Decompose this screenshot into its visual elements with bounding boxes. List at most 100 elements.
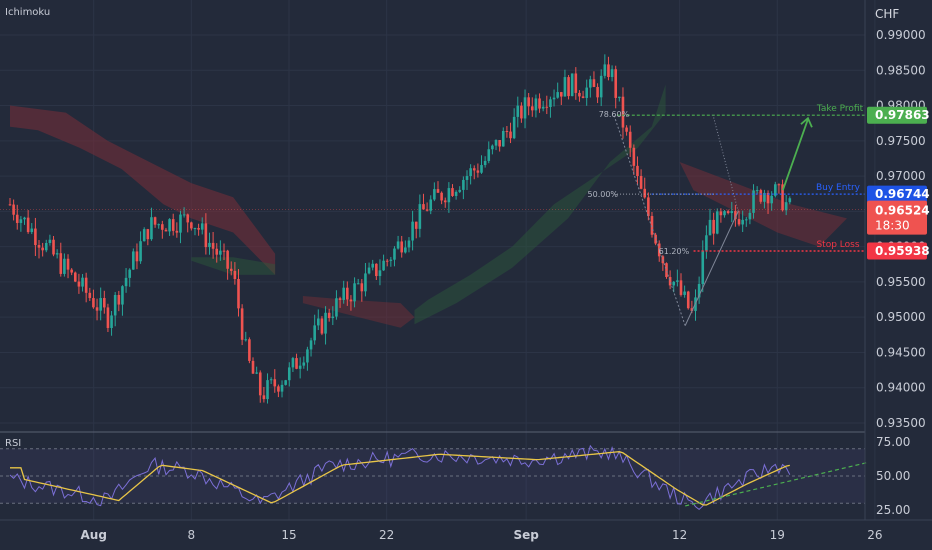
rsi-tick-label: 25.00 xyxy=(876,503,910,517)
candle-up xyxy=(55,253,59,255)
ichimoku-cloud xyxy=(10,84,847,328)
candle-down xyxy=(414,221,418,229)
fib-percent-label: 61.20% xyxy=(659,247,690,256)
candle-down xyxy=(592,79,596,87)
candle-down xyxy=(440,192,443,201)
candle-up xyxy=(462,179,465,190)
candle-up xyxy=(316,318,320,326)
candle-up xyxy=(389,259,393,261)
candle-up xyxy=(182,214,186,216)
candle-up xyxy=(407,240,411,248)
candle-down xyxy=(607,64,610,78)
trade-setup-overlay: Take Profit Buy Entry Stop Loss 78.60% 50.00… xyxy=(0,104,865,326)
candle-up xyxy=(491,145,494,150)
candle-down xyxy=(66,258,70,270)
candle-down xyxy=(273,379,277,387)
candle-up xyxy=(744,219,748,221)
candle-down xyxy=(509,131,512,139)
date-tick-label: 22 xyxy=(379,528,394,542)
candle-down xyxy=(538,98,541,109)
candle-up xyxy=(382,260,385,271)
candle-up xyxy=(494,140,498,146)
candle-up xyxy=(465,176,469,180)
candle-up xyxy=(701,250,705,284)
target-arrow-head xyxy=(800,116,813,128)
candle-up xyxy=(298,365,302,369)
rsi-axis[interactable]: 75.00 50.00 25.00 xyxy=(876,435,910,517)
candle-up xyxy=(676,280,679,282)
candle-down xyxy=(451,188,454,196)
fib-swing-line xyxy=(613,115,686,326)
candle-down xyxy=(719,211,723,216)
candle-down xyxy=(295,358,298,369)
candle-down xyxy=(385,260,389,262)
fib-leg-line xyxy=(684,211,739,326)
candle-down xyxy=(498,140,501,147)
candle-down xyxy=(41,247,44,251)
candles-series xyxy=(8,54,792,404)
cloud-band xyxy=(191,257,276,275)
candle-up xyxy=(697,283,701,298)
candle-up xyxy=(142,229,146,242)
rsi-tick-label: 50.00 xyxy=(876,469,910,483)
candle-up xyxy=(99,298,102,311)
candle-up xyxy=(287,367,291,381)
candle-down xyxy=(545,106,549,108)
candle-up xyxy=(19,219,23,223)
candle-up xyxy=(404,247,407,253)
candle-up xyxy=(168,219,171,232)
level-label: Take Profit xyxy=(816,104,864,114)
candle-up xyxy=(269,379,273,381)
candle-up xyxy=(364,273,367,292)
candle-up xyxy=(378,270,382,277)
candle-up xyxy=(487,149,491,161)
candle-up xyxy=(139,241,142,262)
cloud-band xyxy=(10,105,276,275)
candle-up xyxy=(353,283,356,302)
candle-down xyxy=(34,228,37,246)
candle-up xyxy=(534,98,538,111)
target-arrow[interactable] xyxy=(781,118,809,191)
candle-up xyxy=(324,312,327,334)
candle-down xyxy=(737,219,741,225)
candle-up xyxy=(48,239,52,243)
candle-down xyxy=(527,97,530,107)
candle-up xyxy=(331,316,335,319)
candle-down xyxy=(248,339,251,361)
candle-down xyxy=(258,372,262,396)
candle-down xyxy=(346,287,349,300)
candle-up xyxy=(433,189,436,200)
candle-down xyxy=(422,204,425,210)
candle-down xyxy=(211,242,215,249)
price-tick-label: 0.94000 xyxy=(876,381,926,395)
price-tick-label: 0.98500 xyxy=(876,63,926,77)
candle-up xyxy=(556,92,559,98)
candle-down xyxy=(360,283,364,292)
candle-down xyxy=(77,281,81,287)
fib-percent-label: 78.60% xyxy=(599,110,630,119)
candle-down xyxy=(171,219,175,231)
candle-down xyxy=(665,263,668,278)
candle-down xyxy=(37,245,41,248)
stop-loss-value: 0.95938 xyxy=(875,244,930,258)
candle-up xyxy=(523,97,527,119)
candle-down xyxy=(560,92,563,97)
candle-down xyxy=(103,298,106,308)
candle-down xyxy=(135,251,139,262)
candle-up xyxy=(429,199,433,211)
candle-up xyxy=(193,228,197,230)
candle-up xyxy=(672,281,676,286)
price-tick-label: 0.97000 xyxy=(876,169,926,183)
candle-down xyxy=(153,217,157,225)
candle-up xyxy=(469,168,472,177)
candle-up xyxy=(483,160,487,166)
candle-up xyxy=(280,384,284,392)
candle-down xyxy=(320,318,324,334)
candle-up xyxy=(563,77,567,97)
time-axis[interactable]: Aug 8 15 22 Sep 12 19 26 xyxy=(80,528,882,542)
candle-down xyxy=(327,312,331,319)
candle-down xyxy=(70,269,73,273)
candle-down xyxy=(581,96,585,98)
candle-up xyxy=(335,298,338,317)
